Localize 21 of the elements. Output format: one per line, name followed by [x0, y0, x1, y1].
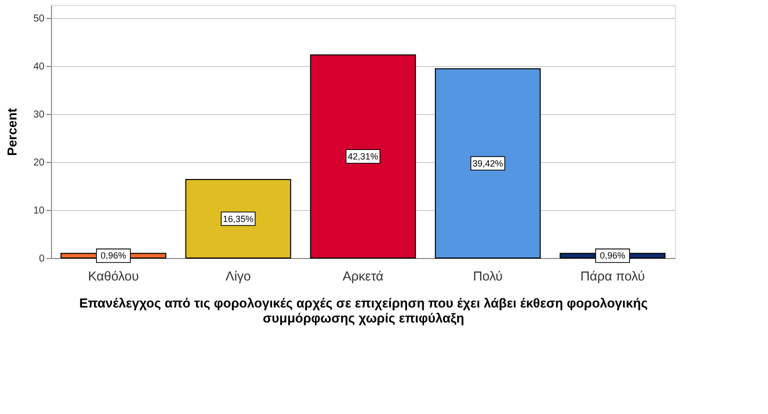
x-tick-label: Πάρα πολύ [580, 268, 645, 284]
y-axis-title: Percent [4, 107, 20, 156]
data-label: 42,31% [348, 151, 378, 162]
data-label: 0,96% [100, 250, 126, 261]
y-tick-label: 40 [33, 61, 45, 72]
x-tick-label: Λίγο [226, 268, 251, 284]
y-tick-label: 30 [33, 109, 45, 120]
bar [185, 179, 292, 258]
data-label: 0,96% [600, 250, 626, 261]
y-tick-label: 50 [33, 13, 45, 24]
bar [434, 68, 541, 258]
x-tick-label: Πολύ [472, 268, 503, 284]
y-tick-label: 20 [33, 157, 45, 168]
data-label: 39,42% [472, 158, 504, 168]
bar [310, 54, 416, 258]
x-axis-title: Επανέλεγχος από τις φορολογικές αρχές σε επιχείρηση που έχει λάβει έκθεση φορολογικής συμμόρφωσης χωρίς επιφύλαξη [79, 296, 648, 326]
data-label: 16,35% [222, 214, 254, 224]
x-tick-label: Αρκετά [342, 268, 384, 284]
y-tick-label: 0 [38, 254, 45, 264]
y-tick-label: 10 [33, 205, 45, 216]
x-tick-label: Καθόλου [88, 268, 139, 284]
